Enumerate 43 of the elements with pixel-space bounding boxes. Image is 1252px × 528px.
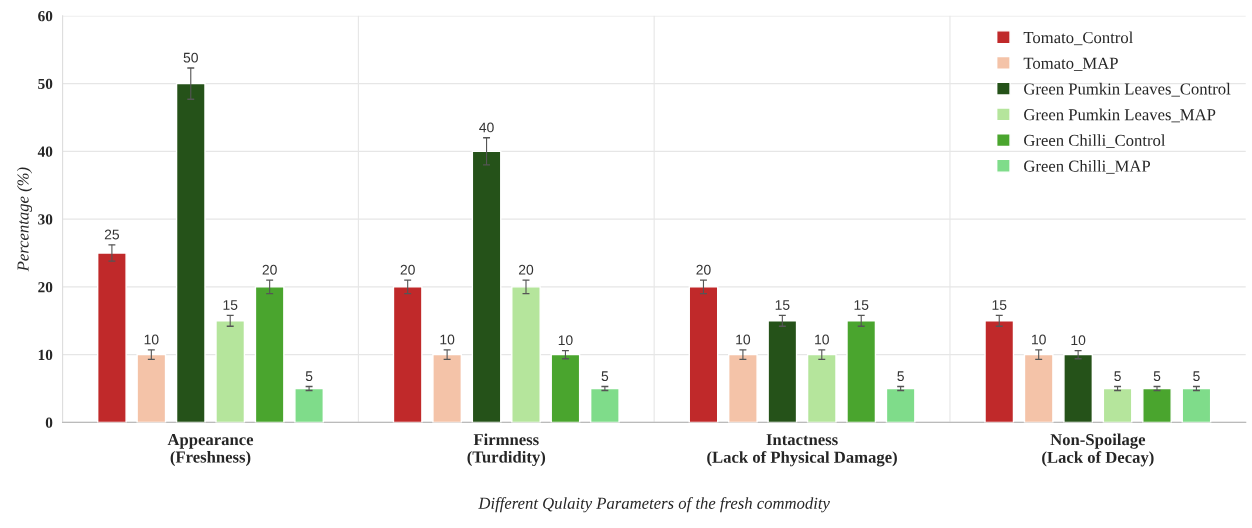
legend-label: Tomato_MAP xyxy=(1023,57,1118,71)
y-tick-label: 20 xyxy=(38,282,53,293)
legend-label: Green Pumkin Leaves_Control xyxy=(1024,82,1231,97)
y-tick-label: 50 xyxy=(38,78,53,90)
y-axis-title: Percentage (%) xyxy=(16,167,33,272)
data-label: 15 xyxy=(223,300,238,310)
data-label: 25 xyxy=(104,229,120,240)
legend-label: Green Pumkin Leaves_MAP xyxy=(1024,108,1216,123)
data-label: 5 xyxy=(305,371,313,382)
data-label: 15 xyxy=(854,300,869,310)
y-tick-label: 40 xyxy=(37,146,53,157)
y-tick-label: 30 xyxy=(38,214,53,225)
legend-label: Tomato_Control xyxy=(1023,31,1133,46)
data-label: 20 xyxy=(400,264,415,275)
data-label: 10 xyxy=(736,334,751,345)
y-tick-label: 0 xyxy=(45,417,53,428)
data-label: 10 xyxy=(440,334,455,345)
data-label: 5 xyxy=(897,371,904,382)
data-label: 50 xyxy=(183,52,198,63)
data-label: 15 xyxy=(775,300,790,310)
data-label: 10 xyxy=(558,335,573,346)
legend-label: Green Chilli_MAP xyxy=(1024,160,1151,174)
data-label: 20 xyxy=(696,264,711,275)
data-label: 5 xyxy=(1114,371,1121,382)
x-tick-label: Firmness (Turdidity) xyxy=(467,433,546,467)
x-axis-title: Different Qulaity Parameters of the fresh commodity xyxy=(478,496,830,513)
data-label: 5 xyxy=(601,371,609,382)
data-label: 40 xyxy=(479,122,494,133)
data-label: 10 xyxy=(144,334,159,345)
data-label: 15 xyxy=(992,300,1007,310)
x-tick-label: Intactness (Lack of Physical Damage) xyxy=(707,434,897,467)
data-label: 10 xyxy=(1071,335,1086,346)
y-tick-label: 60 xyxy=(38,10,53,22)
y-tick-label: 10 xyxy=(38,349,53,361)
data-label: 20 xyxy=(518,264,534,275)
x-tick-label: Appearance (Freshness) xyxy=(167,434,254,467)
data-label: 10 xyxy=(815,334,829,345)
x-tick-label: Non-Spoilage (Lack of Decay) xyxy=(1042,433,1154,467)
data-label: 5 xyxy=(1153,371,1161,382)
data-label: 5 xyxy=(1193,371,1200,382)
data-label: 10 xyxy=(1032,334,1046,345)
data-label: 20 xyxy=(262,264,277,275)
legend-label: Green Chilli_Control xyxy=(1024,134,1166,149)
